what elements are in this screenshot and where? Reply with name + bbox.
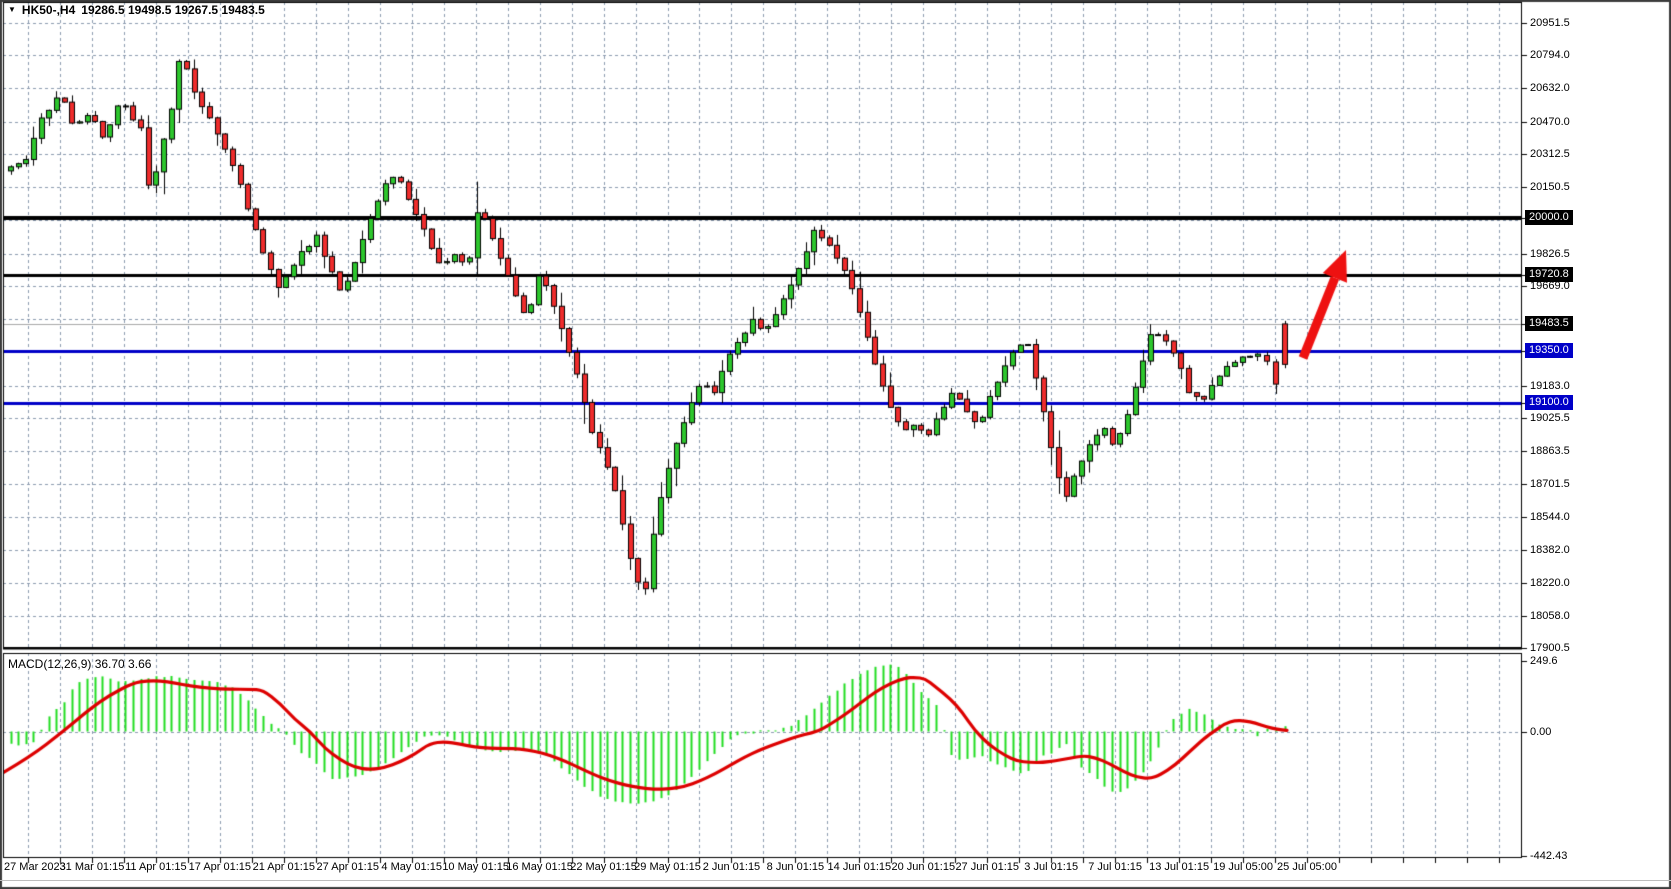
time-axis-label: 27 Apr 01:15 xyxy=(316,861,379,873)
price-tick-label: 20632.0 xyxy=(1530,82,1570,95)
price-tick-label: 19183.0 xyxy=(1530,379,1570,392)
time-axis-label: 10 May 01:15 xyxy=(442,861,509,873)
time-axis-label: 27 Jun 01:15 xyxy=(955,861,1020,873)
price-tick-label: 19669.0 xyxy=(1530,279,1570,292)
macd-indicator-label: MACD(12,26,9) 36.70 3.66 xyxy=(8,657,152,671)
price-badge: 19100.0 xyxy=(1525,394,1573,410)
price-tick-label: 20150.5 xyxy=(1530,181,1570,194)
time-axis-label: 8 Jun 01:15 xyxy=(766,861,825,873)
price-tick-label: 18863.5 xyxy=(1530,445,1570,458)
time-axis-label: 25 Jul 05:00 xyxy=(1277,861,1337,873)
time-axis-label: 29 May 01:15 xyxy=(634,861,701,873)
macd-axis-label: 249.6 xyxy=(1530,655,1558,668)
time-axis-label: 22 May 01:15 xyxy=(570,861,637,873)
time-axis-label: 19 Jul 05:00 xyxy=(1213,861,1274,873)
price-tick-label: 19025.5 xyxy=(1530,411,1570,424)
price-badge: 19720.8 xyxy=(1525,267,1573,283)
time-axis-label: 11 Apr 01:15 xyxy=(125,861,187,873)
time-axis-label: 27 Mar 2023 xyxy=(4,861,66,873)
time-axis-label: 17 Apr 01:15 xyxy=(188,861,252,873)
price-tick-label: 18220.0 xyxy=(1530,576,1570,589)
time-axis-label: 2 Jun 01:15 xyxy=(702,861,761,873)
macd-axis-label: 0.00 xyxy=(1530,725,1552,738)
time-axis-label: 31 Mar 01:15 xyxy=(59,861,125,873)
chart-title: ▼ HK50-,H4 19286.5 19498.5 19267.5 19483… xyxy=(8,3,265,17)
price-tick-label: 20951.5 xyxy=(1530,17,1570,29)
price-badge: 19483.5 xyxy=(1525,315,1573,331)
price-tick-label: 20312.5 xyxy=(1530,147,1570,160)
price-tick-label: 18382.0 xyxy=(1530,543,1570,556)
chart-dropdown-icon[interactable]: ▼ xyxy=(8,5,16,14)
time-axis-label: 4 May 01:15 xyxy=(381,861,442,873)
chart-symbol-period: HK50-,H4 xyxy=(21,3,76,17)
price-badge: 20000.0 xyxy=(1525,210,1573,226)
price-tick-label: 20470.0 xyxy=(1530,115,1570,128)
time-axis-label: 16 May 01:15 xyxy=(506,861,573,873)
price-tick-label: 18701.5 xyxy=(1530,478,1570,491)
bottom-separator xyxy=(0,880,1671,881)
macd-axis-label: -442.43 xyxy=(1530,850,1568,863)
price-badge: 19350.0 xyxy=(1525,343,1573,359)
time-axis-label: 14 Jun 01:15 xyxy=(827,861,892,873)
time-axis-label: 13 Jul 01:15 xyxy=(1149,861,1210,873)
time-axis-label: 3 Jul 01:15 xyxy=(1024,861,1079,873)
time-axis-label: 7 Jul 01:15 xyxy=(1088,861,1143,873)
price-tick-label: 17900.5 xyxy=(1530,642,1570,655)
time-axis-label: 21 Apr 01:15 xyxy=(252,861,315,873)
price-tick-label: 20794.0 xyxy=(1530,49,1570,62)
chart-ohlc-readout: 19286.5 19498.5 19267.5 19483.5 xyxy=(81,3,265,17)
price-tick-label: 18058.0 xyxy=(1530,610,1570,623)
price-tick-label: 19826.5 xyxy=(1530,247,1570,260)
price-tick-label: 18544.0 xyxy=(1530,510,1570,523)
time-axis-label: 20 Jun 01:15 xyxy=(891,861,956,873)
